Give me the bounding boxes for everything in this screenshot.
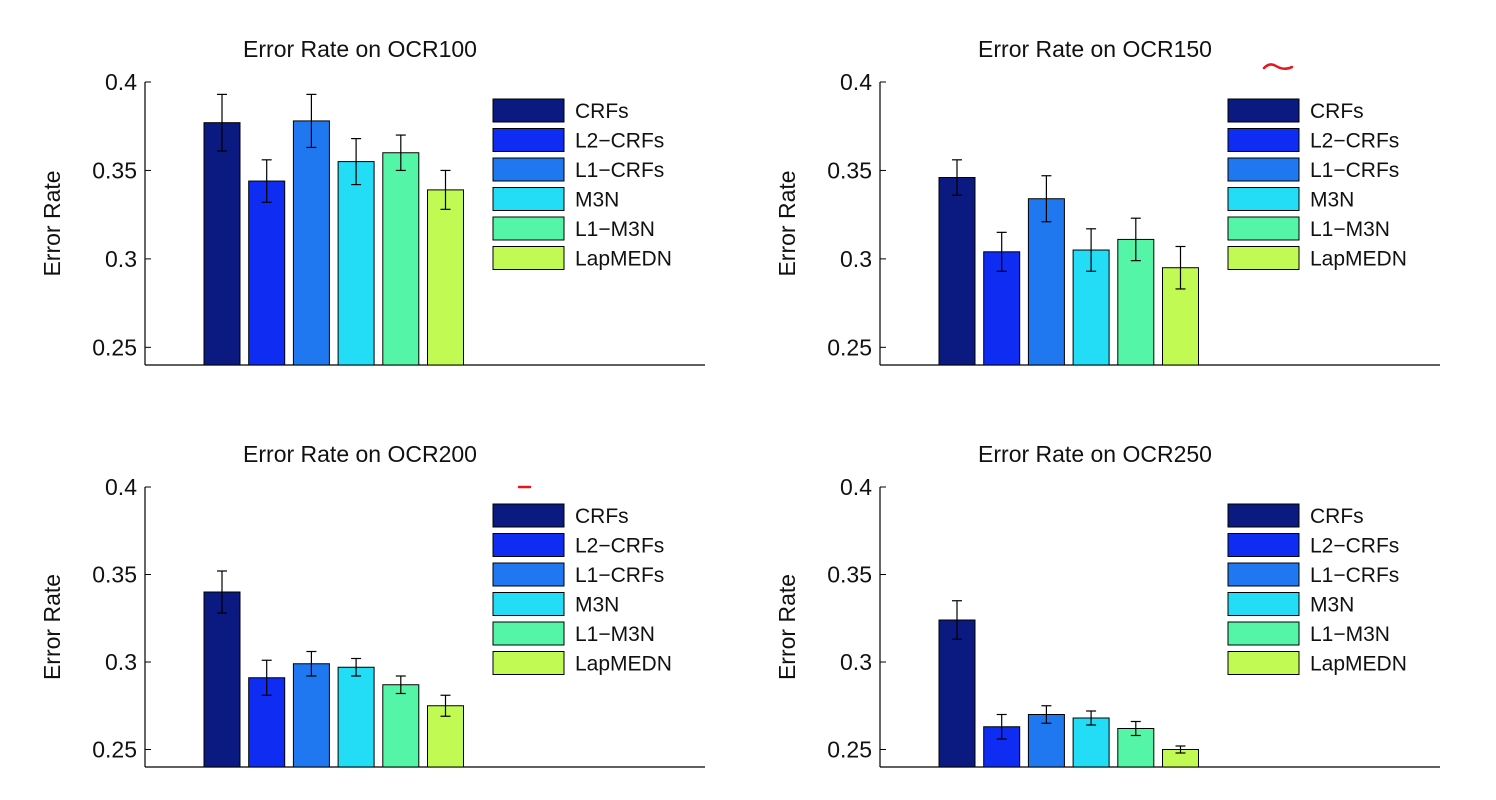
legend-swatch-4 bbox=[492, 592, 565, 616]
y-axis-label: Error Rate bbox=[774, 170, 800, 276]
chart-panel-4: Error Rate on OCR250 Error Rate 0.25 0.3 0.3… bbox=[774, 441, 1440, 768]
legend-label: L1−CRFs bbox=[575, 159, 664, 182]
bar-1 bbox=[203, 122, 241, 366]
legend-swatch-2 bbox=[492, 533, 565, 557]
legend-label: LapMEDN bbox=[1310, 248, 1407, 271]
chart-panel-2: Error Rate on OCR150 Error Rate 0.25 0.3 0.3… bbox=[774, 36, 1440, 366]
legend-label: L1−M3N bbox=[575, 218, 655, 241]
legend-label: L2−CRFs bbox=[575, 130, 664, 153]
legend-swatch-4 bbox=[1227, 187, 1300, 211]
legend-swatch-2 bbox=[1227, 533, 1300, 557]
bar-3 bbox=[1027, 198, 1065, 366]
y-tick-label: 0.25 bbox=[92, 334, 137, 360]
y-axis-label: Error Rate bbox=[774, 574, 800, 680]
bar-3 bbox=[292, 120, 330, 366]
legend-label: M3N bbox=[575, 594, 619, 617]
y-tick-label: 0.35 bbox=[827, 157, 872, 183]
legend-swatch-6 bbox=[1227, 651, 1300, 675]
legend-swatch-1 bbox=[1227, 503, 1300, 528]
legend-swatch-6 bbox=[492, 651, 565, 675]
legend-swatch-5 bbox=[492, 621, 565, 646]
y-tick-label: 0.3 bbox=[105, 246, 137, 272]
bar-6 bbox=[427, 189, 464, 366]
legend-swatch-6 bbox=[492, 246, 565, 270]
bar-3 bbox=[292, 663, 330, 768]
legend-label: L1−M3N bbox=[1310, 623, 1390, 646]
legend-label: L1−CRFs bbox=[1310, 564, 1399, 587]
y-tick-label: 0.25 bbox=[92, 737, 137, 763]
legend-swatch-5 bbox=[492, 216, 565, 241]
bar-2 bbox=[248, 180, 286, 366]
bar-5 bbox=[382, 152, 420, 366]
legend-label: LapMEDN bbox=[575, 248, 672, 271]
legend-swatch-5 bbox=[1227, 216, 1300, 241]
legend-swatch-3 bbox=[492, 157, 565, 182]
bar-5 bbox=[382, 684, 420, 768]
y-tick-label: 0.35 bbox=[827, 562, 872, 588]
legend-label: LapMEDN bbox=[575, 653, 672, 676]
legend-label: CRFs bbox=[575, 505, 629, 528]
legend-swatch-1 bbox=[492, 503, 565, 528]
legend-label: L1−M3N bbox=[575, 623, 655, 646]
legend-swatch-5 bbox=[1227, 621, 1300, 646]
y-axis-label: Error Rate bbox=[39, 170, 65, 276]
legend-label: M3N bbox=[575, 189, 619, 212]
legend-swatch-4 bbox=[1227, 592, 1300, 616]
red-annotation-mark bbox=[1262, 63, 1294, 70]
legend-label: M3N bbox=[1310, 189, 1354, 212]
legend-swatch-2 bbox=[1227, 128, 1300, 152]
bar-4 bbox=[337, 161, 375, 366]
legend-swatch-3 bbox=[1227, 157, 1300, 182]
y-tick-label: 0.3 bbox=[105, 649, 137, 675]
legend-label: L1−CRFs bbox=[1310, 159, 1399, 182]
chart-title: Error Rate on OCR100 bbox=[243, 36, 477, 62]
chart-panel-1: Error Rate on OCR100 Error Rate 0.25 0.3 0.3… bbox=[39, 36, 705, 366]
chart-title: Error Rate on OCR200 bbox=[243, 441, 477, 467]
legend-swatch-1 bbox=[1227, 98, 1300, 123]
bar-1 bbox=[938, 619, 976, 768]
legend-label: L2−CRFs bbox=[575, 535, 664, 558]
y-tick-label: 0.4 bbox=[840, 69, 872, 95]
bar-1 bbox=[203, 591, 241, 768]
y-tick-label: 0.25 bbox=[827, 334, 872, 360]
legend-label: L2−CRFs bbox=[1310, 535, 1399, 558]
chart-title: Error Rate on OCR250 bbox=[978, 441, 1212, 467]
legend-swatch-2 bbox=[492, 128, 565, 152]
y-tick-label: 0.4 bbox=[105, 69, 137, 95]
y-tick-label: 0.4 bbox=[840, 474, 872, 500]
y-tick-label: 0.25 bbox=[827, 737, 872, 763]
bar-1 bbox=[938, 177, 976, 366]
legend-label: CRFs bbox=[575, 100, 629, 123]
y-tick-label: 0.4 bbox=[105, 474, 137, 500]
legend-label: CRFs bbox=[1310, 100, 1364, 123]
legend-label: M3N bbox=[1310, 594, 1354, 617]
bar-2 bbox=[983, 251, 1021, 366]
bar-4 bbox=[337, 666, 375, 768]
legend-label: L1−M3N bbox=[1310, 218, 1390, 241]
legend-swatch-1 bbox=[492, 98, 565, 123]
y-tick-label: 0.35 bbox=[92, 562, 137, 588]
chart-panel-3: Error Rate on OCR200 Error Rate 0.25 0.3 0.3… bbox=[39, 441, 705, 768]
legend-swatch-6 bbox=[1227, 246, 1300, 270]
legend-label: L2−CRFs bbox=[1310, 130, 1399, 153]
legend-swatch-4 bbox=[492, 187, 565, 211]
legend-label: CRFs bbox=[1310, 505, 1364, 528]
y-tick-label: 0.3 bbox=[840, 246, 872, 272]
legend-label: L1−CRFs bbox=[575, 564, 664, 587]
legend-swatch-3 bbox=[1227, 562, 1300, 587]
y-axis-label: Error Rate bbox=[39, 574, 65, 680]
chart-title: Error Rate on OCR150 bbox=[978, 36, 1212, 62]
bar-4 bbox=[1072, 717, 1110, 768]
legend-label: LapMEDN bbox=[1310, 653, 1407, 676]
y-tick-label: 0.3 bbox=[840, 649, 872, 675]
y-tick-label: 0.35 bbox=[92, 157, 137, 183]
legend-swatch-3 bbox=[492, 562, 565, 587]
